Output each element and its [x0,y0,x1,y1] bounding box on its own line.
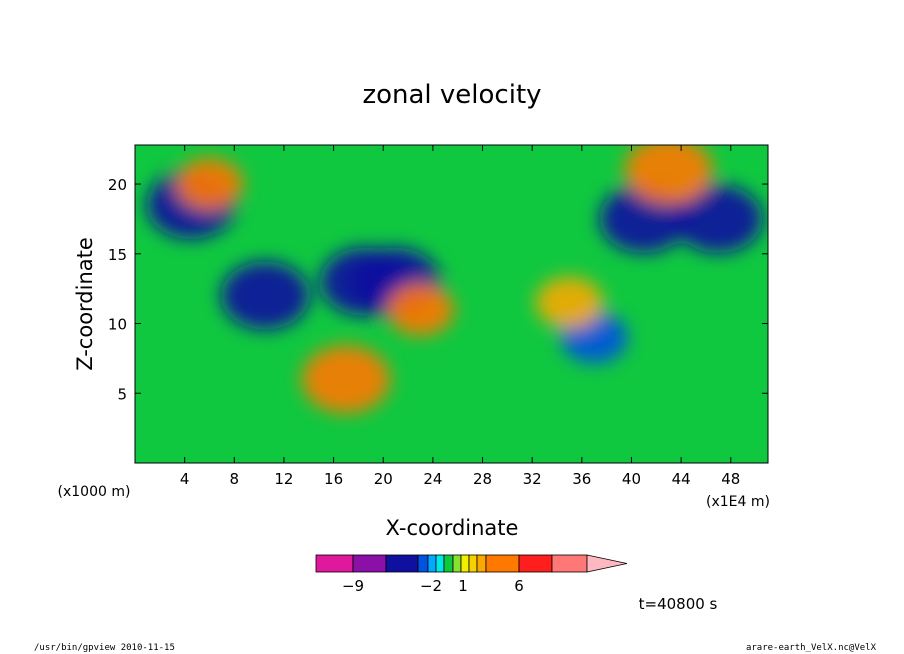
colorbar-segment-0 [315,554,354,573]
y-tick-label: 15 [108,246,127,264]
colorbar-segment-10 [476,554,487,573]
velocity-feature-9 [386,283,455,336]
x-tick-label: 36 [572,470,591,488]
x-axis-label: X-coordinate [386,516,519,540]
x-tick-label: 20 [374,470,393,488]
velocity-feature-6 [674,184,763,253]
colorbar-segment-2 [385,554,419,573]
colorbar-label: 6 [514,577,524,595]
colorbar-label: 1 [458,577,468,595]
plot-area [134,144,769,464]
velocity-feature-1 [221,261,310,330]
x-tick-label: 40 [622,470,641,488]
y-axis: 5 10 15 20 [108,176,768,403]
x-tick-label: 12 [274,470,293,488]
x-tick-label: 8 [230,470,240,488]
colorbar-label: −9 [342,577,364,595]
colorbar-segment-13 [551,554,588,573]
y-tick-label: 10 [108,316,127,334]
x-tick-label: 28 [473,470,492,488]
chart-title: zonal velocity [362,80,541,110]
footer-left: /usr/bin/gpview 2010-11-15 [34,643,175,653]
colorbar-segment-11 [485,554,520,573]
velocity-feature-8 [301,345,391,414]
x-tick-label: 48 [721,470,740,488]
colorbar [315,554,628,573]
x-unit-right: (x1E4 m) [706,494,770,510]
velocity-field [146,145,763,414]
x-tick-label: 24 [423,470,442,488]
velocity-feature-10 [535,276,604,329]
colorbar-labels: −9 −2 1 6 [342,577,524,595]
x-tick-label: 16 [324,470,343,488]
colorbar-segment-12 [518,554,553,573]
colorbar-segment-1 [352,554,387,573]
colorbar-segment-3 [417,554,429,573]
colorbar-segment-4 [427,554,437,573]
colorbar-segment-9 [468,554,478,573]
colorbar-segment-6 [443,554,454,573]
colorbar-segment-8 [460,554,470,573]
colorbar-segment-7 [452,554,462,573]
time-label: t=40800 s [639,595,718,613]
x-axis: 4 8 12 16 20 24 28 32 36 40 44 48 [180,145,740,488]
x-unit-left: (x1000 m) [58,484,131,500]
y-tick-label: 5 [117,385,127,403]
colorbar-arrow [586,554,628,573]
colorbar-label: −2 [420,577,442,595]
x-tick-label: 4 [180,470,190,488]
velocity-feature-11 [624,145,713,205]
y-tick-label: 20 [108,176,127,194]
plot-frame [134,144,769,464]
x-tick-label: 44 [672,470,691,488]
y-axis-label: Z-coordinate [73,237,97,371]
velocity-feature-7 [175,158,244,211]
x-tick-label: 32 [523,470,542,488]
footer-right: arare-earth_VelX.nc@VelX [745,643,876,653]
colorbar-segment-5 [435,554,445,573]
